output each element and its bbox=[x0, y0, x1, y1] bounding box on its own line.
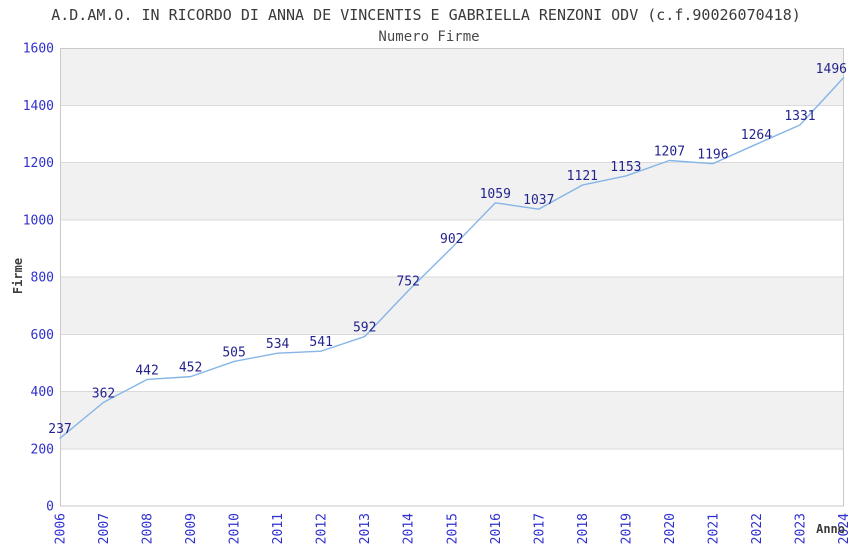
x-tick-label: 2016 bbox=[489, 513, 504, 544]
x-tick-label: 2013 bbox=[358, 513, 373, 544]
x-tick-label: 2024 bbox=[837, 513, 850, 544]
x-tick-label: 2021 bbox=[706, 513, 721, 544]
y-tick-label: 600 bbox=[31, 328, 54, 343]
x-tick-label: 2020 bbox=[663, 513, 678, 544]
data-label: 752 bbox=[396, 275, 419, 290]
y-tick-label: 0 bbox=[46, 500, 54, 515]
plot-border bbox=[60, 48, 844, 507]
x-tick-label: 2017 bbox=[532, 513, 547, 544]
x-tick-label: 2006 bbox=[54, 513, 69, 544]
y-axis-label: Firme bbox=[11, 258, 25, 294]
x-tick-label: 2010 bbox=[228, 513, 243, 544]
y-tick-label: 1200 bbox=[23, 156, 54, 171]
data-label: 1264 bbox=[741, 128, 772, 143]
data-label: 1121 bbox=[567, 169, 598, 184]
data-point-labels: 237 362 442 452 505 534 541 592 752 902 1059 1037 11… bbox=[48, 62, 847, 437]
data-label: 1153 bbox=[610, 160, 641, 175]
chart-subtitle: Numero Firme bbox=[378, 29, 479, 45]
data-label: 1496 bbox=[816, 62, 847, 77]
y-tick-label: 1600 bbox=[23, 42, 54, 57]
data-label: 1059 bbox=[480, 187, 511, 202]
data-label: 534 bbox=[266, 337, 290, 352]
plot-bands bbox=[60, 48, 844, 449]
data-label: 1331 bbox=[784, 109, 815, 124]
x-tick-label: 2022 bbox=[750, 513, 765, 544]
data-label: 362 bbox=[92, 386, 115, 401]
x-axis-label: Anno bbox=[816, 522, 845, 536]
data-label: 1037 bbox=[523, 193, 554, 208]
data-label: 442 bbox=[135, 363, 158, 378]
plot-band bbox=[60, 162, 844, 220]
y-tick-label: 800 bbox=[31, 271, 54, 286]
x-axis-tick-labels: 2006 2007 2008 2009 2010 2011 2012 2013 2014 2015… bbox=[54, 513, 850, 544]
x-tick-label: 2023 bbox=[793, 513, 808, 544]
data-label: 1207 bbox=[654, 144, 685, 159]
y-tick-label: 400 bbox=[31, 385, 54, 400]
data-label: 541 bbox=[309, 335, 332, 350]
y-tick-label: 1400 bbox=[23, 99, 54, 114]
y-axis-tick-labels: 0 200 400 600 800 1000 1200 1400 1600 bbox=[23, 42, 54, 515]
x-tick-label: 2009 bbox=[184, 513, 199, 544]
x-tick-label: 2014 bbox=[402, 513, 417, 544]
x-tick-label: 2018 bbox=[576, 513, 591, 544]
x-tick-label: 2007 bbox=[97, 513, 112, 544]
data-label: 592 bbox=[353, 321, 376, 336]
series-line-numero-firme bbox=[59, 77, 845, 439]
y-tick-label: 200 bbox=[31, 442, 54, 457]
data-label: 1196 bbox=[697, 148, 728, 163]
x-tick-label: 2011 bbox=[271, 513, 286, 544]
gridlines bbox=[60, 104, 844, 450]
x-tick-label: 2008 bbox=[141, 513, 156, 544]
data-label: 452 bbox=[179, 361, 202, 376]
plot-band bbox=[60, 277, 844, 335]
chart-title: A.D.AM.O. IN RICORDO DI ANNA DE VINCENTI… bbox=[51, 6, 801, 24]
plot-band bbox=[60, 391, 844, 449]
x-tick-label: 2019 bbox=[619, 513, 634, 544]
x-tick-label: 2015 bbox=[445, 513, 460, 544]
data-label: 902 bbox=[440, 232, 463, 247]
data-label: 237 bbox=[48, 422, 71, 437]
y-tick-label: 1000 bbox=[23, 213, 54, 228]
data-label: 505 bbox=[222, 345, 245, 360]
x-tick-label: 2012 bbox=[315, 513, 330, 544]
plot-band bbox=[60, 48, 844, 106]
